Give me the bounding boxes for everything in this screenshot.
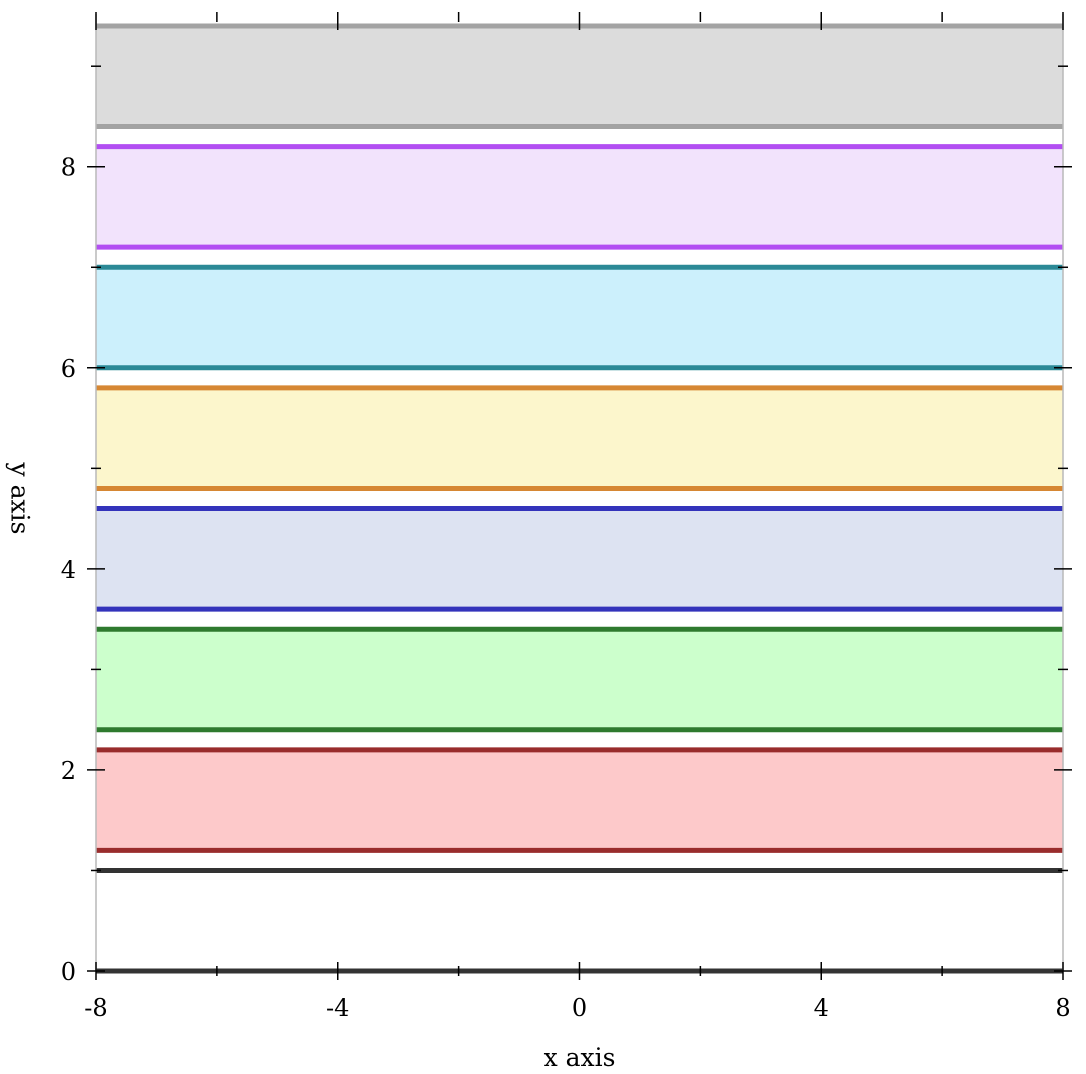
band-6-fill	[96, 146, 1063, 248]
plot-frame	[95, 14, 1064, 971]
tick-layer	[87, 12, 1072, 980]
x-tick-label-0: -8	[84, 994, 107, 1022]
y-axis-title: y axis	[5, 462, 34, 535]
y-tick-label-1: 2	[61, 757, 76, 785]
y-tick-label-3: 6	[61, 355, 76, 383]
y-tick-label-4: 8	[61, 154, 76, 182]
band-1-fill	[96, 749, 1063, 851]
x-tick-label-1: -4	[326, 994, 349, 1022]
band-4-fill	[96, 387, 1063, 489]
band-3-fill	[96, 508, 1063, 610]
band-2-fill	[96, 629, 1063, 730]
x-axis-title: x axis	[544, 1043, 616, 1072]
tick-label-layer: -8 -4 0 4 8 0 2 4 6 8	[61, 154, 1071, 1022]
x-tick-label-4: 8	[1055, 994, 1070, 1022]
y-tick-label-0: 0	[61, 958, 76, 986]
y-tick-label-2: 4	[61, 556, 76, 584]
band-layer	[96, 23, 1063, 974]
band-0-fill	[96, 870, 1063, 971]
band-5-fill	[96, 267, 1063, 368]
band-7-fill	[96, 26, 1063, 127]
x-tick-label-3: 4	[814, 994, 829, 1022]
x-tick-label-2: 0	[572, 994, 587, 1022]
